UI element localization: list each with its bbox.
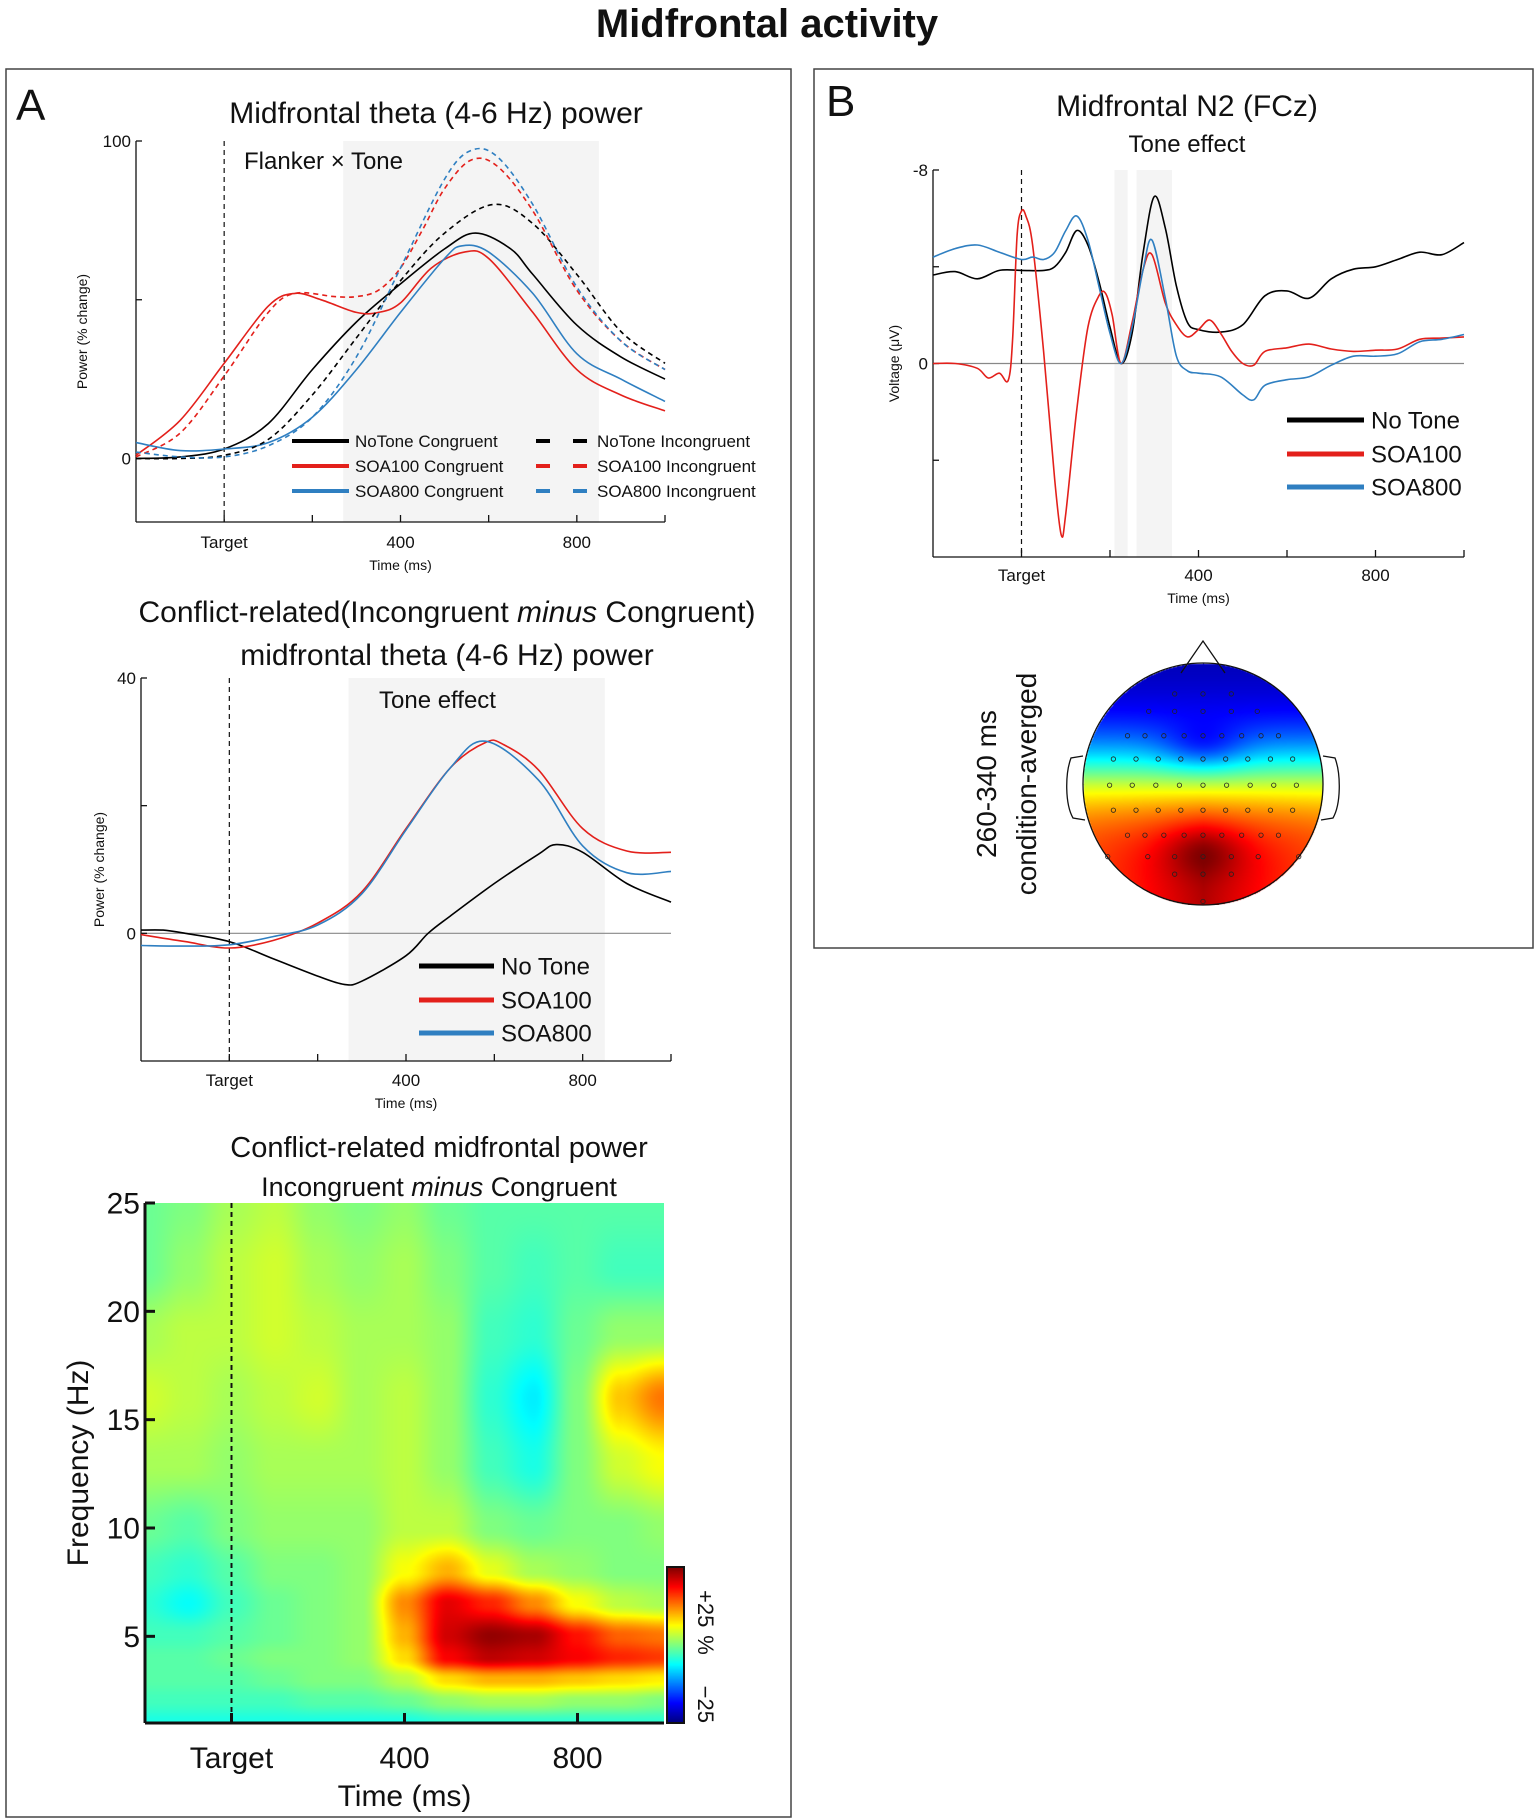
series-line-no-tone [140, 843, 672, 986]
y-tick-label: 100 [103, 132, 131, 151]
legend-label: SOA800 [1371, 475, 1462, 502]
legend-item: SOA100 Congruent [292, 457, 504, 476]
legend-label: No Tone [1371, 408, 1460, 435]
title-segment: Congruent) [597, 596, 755, 629]
x-axis-label: Time (ms) [369, 557, 431, 573]
panel-b-letter: B [826, 77, 855, 126]
legend-label: No Tone [501, 954, 590, 981]
chart-title-line: midfrontal theta (4-6 Hz) power [240, 639, 654, 672]
y-axis-label: Power (% change) [91, 812, 107, 927]
chart-title-line: Incongruent minus Congruent [261, 1172, 617, 1202]
figure-title: Midfrontal activity [596, 2, 939, 46]
legend-label: NoTone Congruent [355, 432, 498, 451]
x-tick-label: Target [998, 566, 1046, 585]
x-tick-label: Target [201, 533, 249, 552]
title-segment: midfrontal theta (4-6 Hz) power [240, 639, 654, 672]
y-axis-label: Voltage (μV) [886, 325, 902, 402]
legend-item: NoTone Congruent [292, 432, 498, 451]
line-chart-conflict-theta: Tone effect Target 400 800 0 40 Time (ms) Power… [91, 669, 672, 1111]
legend-label: SOA100 [1371, 442, 1462, 469]
legend-label: SOA800 Incongruent [597, 482, 756, 501]
chart-title-line: Midfrontal theta (4-6 Hz) power [229, 97, 643, 130]
legend-item: SOA100 Incongruent [536, 457, 756, 476]
legend-item: NoTone Incongruent [536, 432, 750, 451]
title-segment: Tone effect [1129, 131, 1246, 158]
legend-label: SOA800 Congruent [355, 482, 504, 501]
legend-label: SOA100 [501, 988, 592, 1015]
series-line-soa800 [140, 740, 672, 947]
x-tick-label: 800 [568, 1071, 596, 1090]
panel-b-frame [813, 68, 1534, 949]
y-tick-label: 0 [919, 354, 928, 373]
y-axis-label: Power (% change) [74, 274, 90, 389]
legend-item: No Tone [419, 954, 590, 981]
x-tick-label: 400 [386, 533, 414, 552]
chart-title-line: Conflict-related midfrontal power [230, 1132, 648, 1164]
series-line-soa800-incongruent [135, 147, 666, 459]
chart-title-line: Tone effect [1129, 131, 1246, 158]
legend-item: SOA100 [1287, 442, 1462, 469]
y-tick-label: 0 [127, 924, 136, 943]
x-tick-label: 800 [1361, 566, 1389, 585]
line-chart-theta-power: Flanker × Tone Target 400 800 0 100 Time (ms) P… [74, 132, 756, 573]
colorbar [667, 1567, 684, 1723]
x-axis-label: Time (ms) [1167, 590, 1229, 606]
title-segment: Midfrontal N2 (FCz) [1056, 90, 1318, 123]
y-tick-label: 0 [122, 449, 131, 468]
time-frequency-heatmap [145, 1203, 664, 1723]
legend-item: No Tone [1287, 408, 1460, 435]
series-line-soa100-congruent [135, 249, 666, 456]
x-tick-label: 400 [1184, 566, 1212, 585]
chart-title-line: Midfrontal N2 (FCz) [1056, 90, 1318, 123]
legend-label: SOA800 [501, 1021, 592, 1048]
legend-label: SOA100 Incongruent [597, 457, 756, 476]
title-segment: Congruent [483, 1172, 617, 1202]
legend-label: NoTone Incongruent [597, 432, 750, 451]
x-axis-label: Time (ms) [375, 1095, 437, 1111]
panel-a-frame [5, 68, 792, 1818]
title-segment: Incongruent [261, 1172, 411, 1202]
title-segment: Conflict-related(Incongruent [139, 596, 518, 629]
x-tick-label: 800 [563, 533, 591, 552]
legend-item: SOA800 Congruent [292, 482, 504, 501]
series-line-notone-incongruent [135, 203, 666, 460]
legend-item: SOA800 [419, 1021, 592, 1048]
series-line-soa800-congruent [135, 244, 666, 452]
x-tick-label: 400 [392, 1071, 420, 1090]
legend-label: SOA100 Congruent [355, 457, 504, 476]
x-tick-label: Target [206, 1071, 254, 1090]
legend: NoTone Congruent SOA100 Congruent SOA800 C… [292, 432, 756, 501]
plot-annotation: Tone effect [379, 687, 496, 714]
chart-title-line: Conflict-related(Incongruent minus Congr… [139, 596, 756, 629]
topomap-image [1083, 663, 1323, 905]
series-line-notone-congruent [135, 232, 666, 460]
y-tick-label: -8 [913, 161, 928, 180]
y-tick-label: 40 [117, 669, 136, 688]
legend-item: SOA800 [1287, 475, 1462, 502]
title-segment: Conflict-related midfrontal power [230, 1132, 648, 1164]
plot-annotation: Flanker × Tone [244, 148, 403, 175]
series-line-no-tone [932, 195, 1465, 365]
title-italic-word: minus [517, 596, 597, 629]
title-italic-word: minus [411, 1172, 483, 1202]
panel-a-letter: A [16, 81, 46, 130]
series-line-soa800 [932, 215, 1465, 402]
legend: No Tone SOA100 SOA800 [1287, 408, 1462, 502]
legend: No Tone SOA100 SOA800 [419, 954, 592, 1048]
title-segment: Midfrontal theta (4-6 Hz) power [229, 97, 643, 130]
line-chart-n2-erp: Target 400 800 -8 0 Time (ms) Voltage (μV) No T… [886, 161, 1465, 606]
series-line-soa100-incongruent [135, 157, 666, 458]
legend-item: SOA100 [419, 988, 592, 1015]
legend-item: SOA800 Incongruent [536, 482, 756, 501]
